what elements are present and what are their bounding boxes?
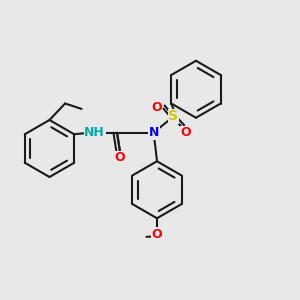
Text: O: O [151, 101, 162, 114]
Text: O: O [115, 151, 125, 164]
Text: O: O [180, 126, 191, 139]
Text: NH: NH [84, 126, 105, 139]
Text: O: O [152, 228, 162, 241]
Text: N: N [149, 126, 159, 139]
Text: S: S [169, 109, 178, 123]
